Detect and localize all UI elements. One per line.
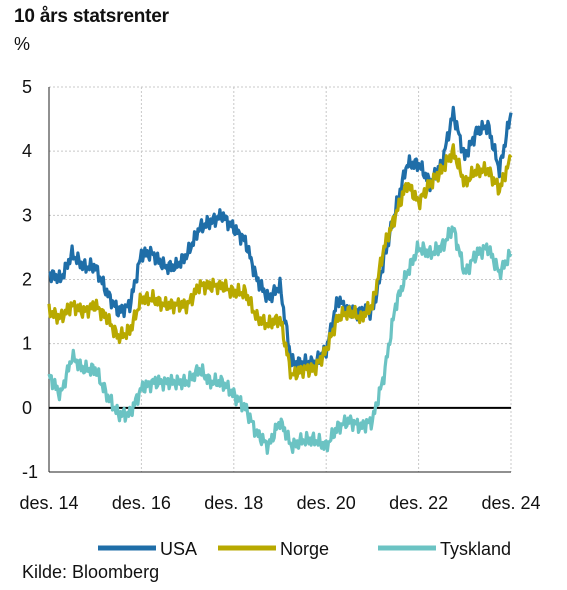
chart-title: 10 års statsrenter [14,6,169,27]
y-tick-label: 1 [22,334,32,354]
y-tick-label: -1 [22,462,38,482]
y-tick-label: 4 [22,141,32,161]
y-axis-unit-label: % [14,34,31,54]
legend-label-tyskland: Tyskland [440,539,511,559]
x-tick-label: des. 14 [19,493,78,513]
series-line-norge [47,143,513,381]
legend: USA Norge Tyskland [98,539,511,559]
x-tick-label: des. 16 [112,493,171,513]
series-lines [47,105,513,455]
axes [48,87,511,473]
series-line-tyskland [47,225,513,455]
y-tick-labels: 5 4 3 2 1 0 -1 [22,77,38,482]
x-tick-label: des. 18 [204,493,263,513]
y-tick-label: 0 [22,398,32,418]
x-tick-label: des. 20 [297,493,356,513]
x-tick-labels: des. 14 des. 16 des. 18 des. 20 des. 22 des. … [19,493,540,513]
legend-label-norge: Norge [280,539,329,559]
series-line-usa [48,105,513,372]
y-tick-label: 5 [22,77,32,97]
x-tick-label: des. 22 [389,493,448,513]
source-note: Kilde: Bloomberg [22,562,160,582]
legend-label-usa: USA [160,539,197,559]
y-tick-label: 3 [22,205,32,225]
y-tick-label: 2 [22,270,32,290]
x-tick-label: des. 24 [481,493,540,513]
